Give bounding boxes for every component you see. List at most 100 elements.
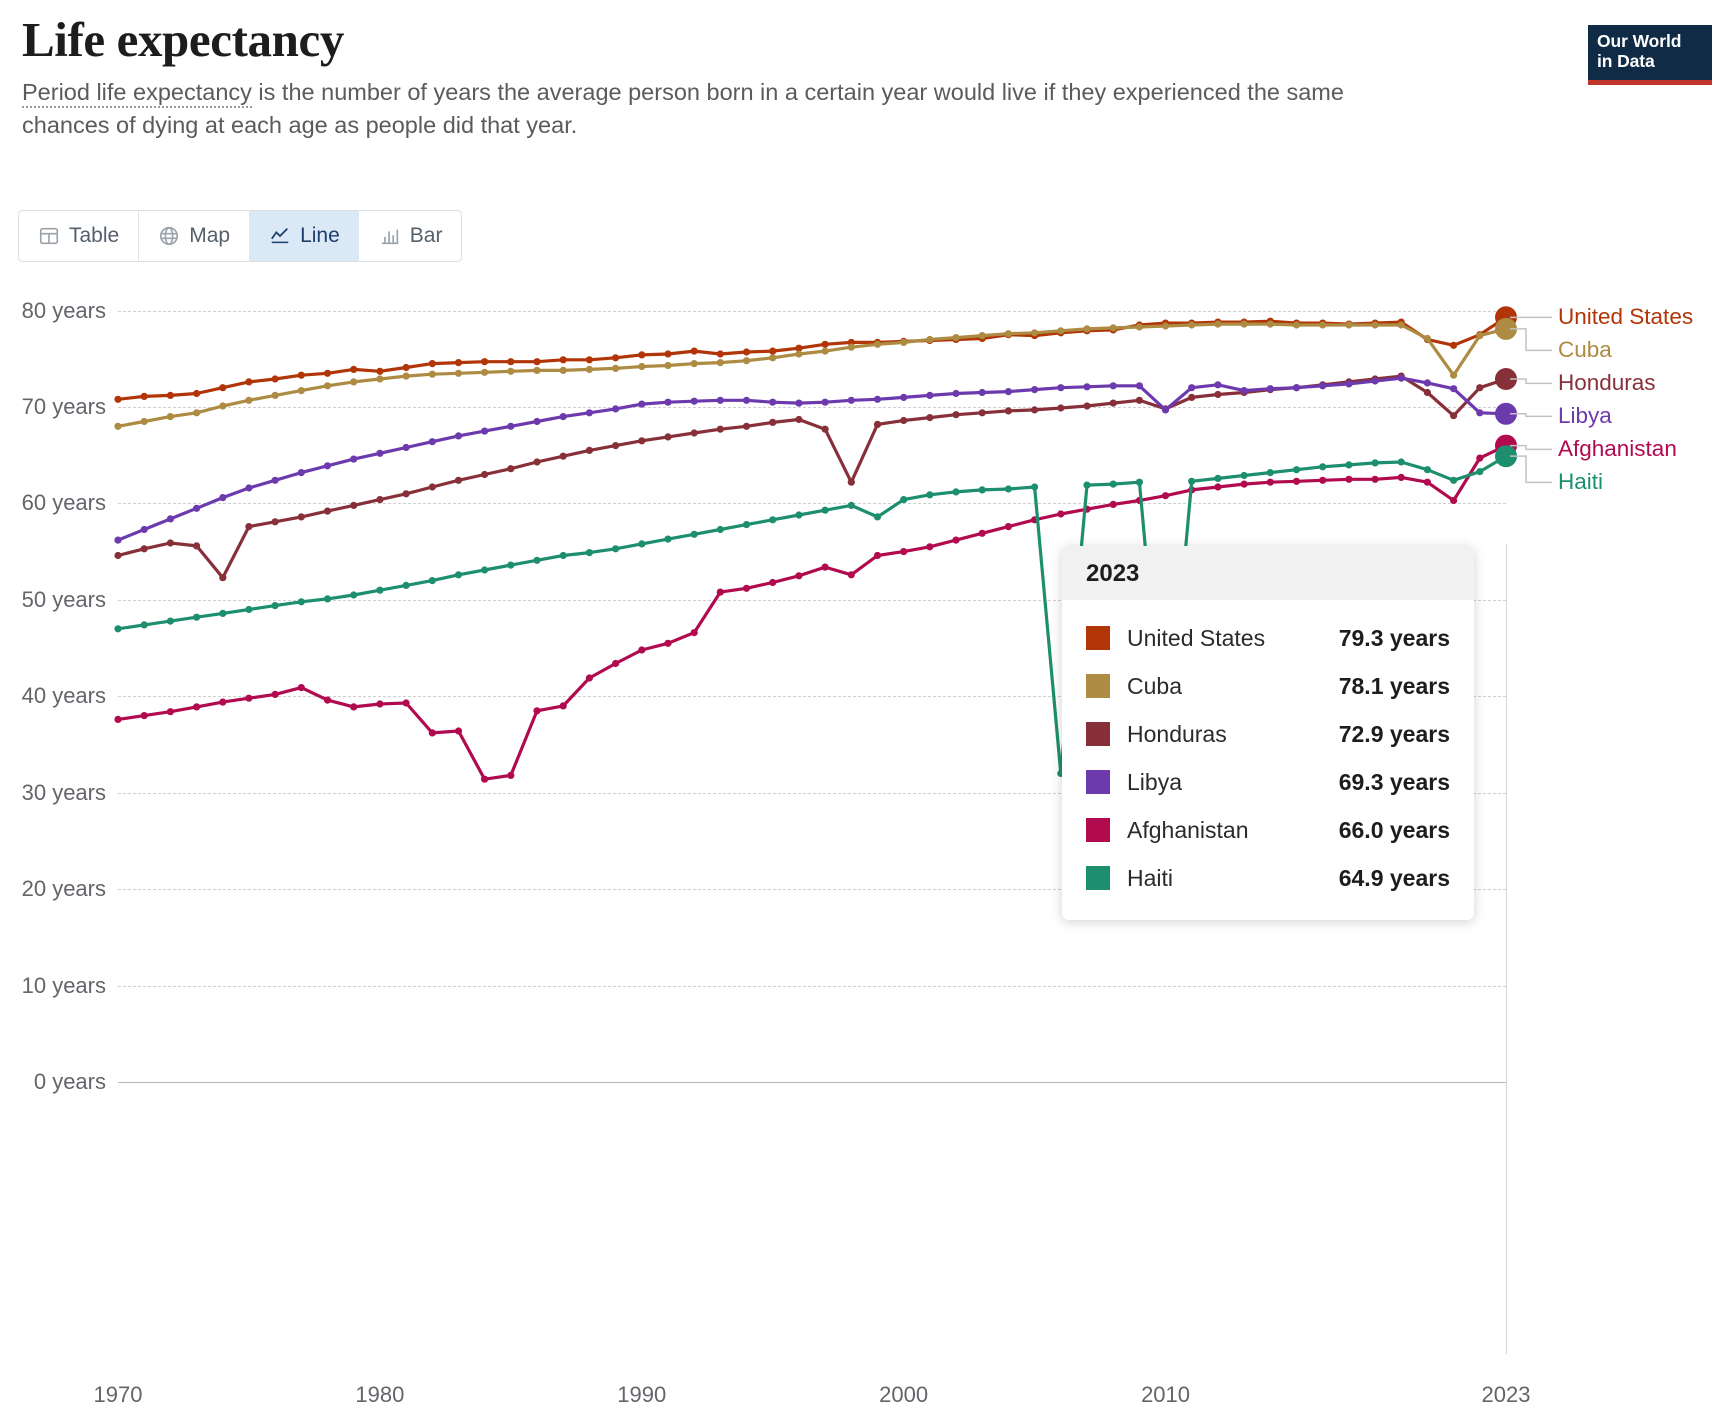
tooltip-entity-name: United States — [1127, 624, 1266, 651]
series-point-marker — [1292, 477, 1301, 485]
series-point-marker — [1266, 469, 1274, 477]
series-point-marker — [219, 384, 227, 392]
series-point-marker — [1031, 329, 1039, 337]
y-axis-tick-label: 60 years — [21, 490, 106, 516]
tab-bar[interactable]: Bar — [359, 211, 462, 261]
tab-table[interactable]: Table — [19, 211, 138, 261]
series-point-marker — [1031, 386, 1039, 394]
series-point-marker — [428, 370, 436, 378]
series-point-marker — [1188, 384, 1196, 392]
series-label-honduras[interactable]: Honduras — [1558, 370, 1656, 396]
series-point-marker — [1057, 404, 1065, 412]
series-point-marker — [978, 332, 986, 340]
series-label-libya[interactable]: Libya — [1558, 403, 1612, 429]
series-point-marker — [271, 602, 279, 610]
series-label-haiti[interactable]: Haiti — [1558, 469, 1604, 495]
series-label-connector — [1510, 378, 1552, 385]
series-point-marker — [428, 483, 436, 491]
x-axis-tick-label: 2010 — [1141, 1382, 1191, 1407]
series-point-marker — [114, 395, 122, 403]
series-point-marker — [742, 396, 751, 404]
series-point-marker — [952, 536, 960, 544]
series-point-marker — [1423, 379, 1431, 387]
x-axis-tick-label: 1980 — [355, 1382, 405, 1407]
series-point-marker — [1266, 385, 1274, 393]
series-point-marker — [795, 572, 803, 580]
series-point-marker — [402, 443, 410, 452]
series-point-marker — [114, 625, 122, 633]
series-point-marker — [1161, 406, 1170, 414]
series-point-marker — [533, 358, 541, 366]
series-point-marker — [638, 646, 646, 654]
series-point-marker — [245, 396, 253, 404]
series-point-marker — [297, 598, 305, 606]
chart-subtitle: Period life expectancy is the number of … — [22, 76, 1422, 143]
chart-view-tabs[interactable]: Table Map Line Bar — [18, 210, 463, 262]
series-point-marker — [428, 577, 436, 585]
series-label-cuba[interactable]: Cuba — [1558, 337, 1612, 363]
logo-text-box: Our World in Data — [1588, 25, 1712, 80]
series-point-marker — [612, 364, 620, 372]
series-point-marker — [1397, 321, 1405, 329]
series-point-marker — [140, 417, 148, 426]
series-point-marker — [454, 476, 463, 484]
series-point-marker — [1083, 402, 1091, 410]
series-point-marker — [664, 398, 672, 406]
y-axis-tick-label: 80 years — [21, 297, 106, 323]
series-point-marker — [690, 629, 698, 637]
series-point-marker — [1345, 475, 1353, 483]
series-point-marker — [114, 715, 122, 723]
series-point-marker — [559, 413, 567, 421]
series-point-marker — [612, 354, 620, 362]
series-point-marker — [428, 438, 436, 446]
series-point-marker — [219, 494, 227, 502]
tooltip-entity-name: Haiti — [1127, 864, 1174, 891]
line-chart: 0 years 10 years 20 years 30 years 40 years 5… — [0, 272, 1734, 1407]
tooltip-entity-value: 66.0 years — [1338, 816, 1450, 843]
series-point-marker — [559, 702, 567, 710]
series-point-marker — [350, 455, 358, 463]
tab-line[interactable]: Line — [249, 211, 359, 261]
series-point-marker — [402, 363, 410, 372]
series-point-marker — [1292, 321, 1301, 329]
x-axis-tick-label: 2023 — [1481, 1382, 1531, 1407]
series-label-united-states[interactable]: United States — [1558, 304, 1694, 330]
series-point-marker — [1450, 476, 1458, 484]
series-point-marker — [1004, 388, 1013, 396]
series-point-marker — [638, 351, 646, 359]
series-label-afghanistan[interactable]: Afghanistan — [1558, 436, 1677, 462]
tooltip-entity-name: Libya — [1127, 768, 1182, 795]
series-point-marker — [533, 458, 541, 466]
gridline — [118, 310, 1506, 312]
series-point-marker — [716, 425, 724, 433]
series-point-marker — [166, 539, 174, 547]
series-point-marker — [900, 548, 908, 556]
series-point-marker — [847, 343, 855, 351]
our-world-in-data-logo[interactable]: Our World in Data — [1588, 25, 1712, 85]
gridline — [118, 407, 1506, 408]
series-point-marker — [900, 496, 908, 504]
gridline — [118, 696, 1506, 698]
series-point-marker — [454, 359, 463, 367]
series-point-marker — [533, 417, 541, 426]
series-point-marker — [769, 354, 777, 362]
series-point-marker — [821, 425, 829, 433]
series-point-marker — [795, 344, 803, 352]
series-libya — [114, 374, 1517, 544]
series-point-marker — [638, 362, 646, 371]
series-point-marker — [1109, 399, 1117, 407]
tab-map[interactable]: Map — [138, 211, 249, 261]
series-point-marker — [1292, 384, 1301, 392]
series-point-marker — [454, 369, 463, 377]
series-point-marker — [1214, 390, 1222, 399]
period-life-expectancy-link[interactable]: Period life expectancy — [22, 78, 252, 108]
series-point-marker — [873, 340, 882, 348]
series-point-marker — [821, 563, 829, 571]
series-point-marker — [585, 365, 594, 373]
series-point-marker — [1319, 463, 1327, 471]
series-point-marker — [1476, 409, 1484, 417]
series-point-marker — [1161, 492, 1170, 500]
series-point-marker — [533, 366, 541, 374]
series-point-marker — [1371, 459, 1379, 467]
tooltip-row: United States 79.3 years — [1086, 614, 1450, 662]
